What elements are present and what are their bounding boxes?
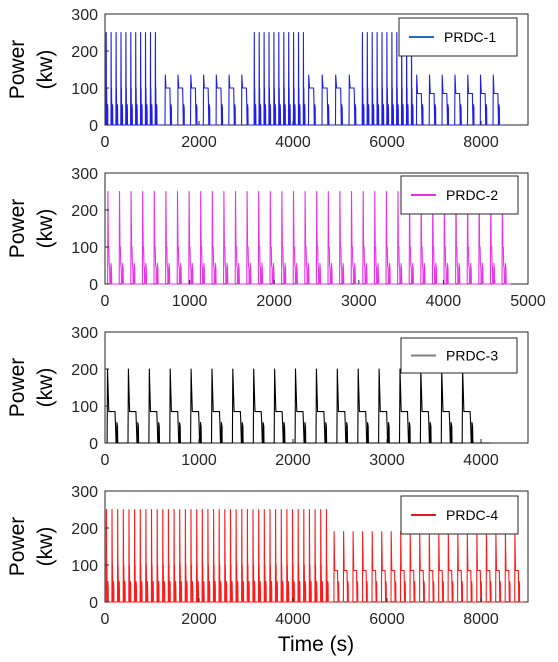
x-tick-label: 2000 (275, 452, 311, 469)
x-tick-label: 2000 (181, 134, 217, 151)
subplot-4: 0 100 200 300 0 2000 4000 6000 8000 Power (kw) PRDC… (6, 484, 529, 628)
y-tick-label: 200 (71, 521, 98, 538)
x-tick-label: 4000 (275, 134, 311, 151)
y-tick-label: 200 (71, 44, 98, 61)
y-axis-label-top: Power (6, 40, 29, 100)
y-tick-label: 300 (71, 7, 98, 24)
x-tick-label: 5000 (510, 293, 546, 310)
x-tick-label: 6000 (369, 134, 405, 151)
y-tick-label: 100 (71, 81, 98, 98)
y-tick-label: 100 (71, 240, 98, 257)
y-tick-label: 200 (71, 203, 98, 220)
y-tick-label: 0 (89, 118, 98, 135)
x-tick-label: 3000 (341, 293, 377, 310)
y-axis-label-top: Power (6, 517, 29, 577)
x-tick-label: 4000 (463, 452, 499, 469)
series-line (105, 508, 524, 603)
legend-label: PRDC-2 (446, 187, 498, 203)
y-axis-label-bottom: (kw) (34, 209, 57, 249)
x-tick-label: 4000 (275, 611, 311, 628)
x-tick-label: 0 (101, 293, 110, 310)
x-tick-label: 8000 (463, 134, 499, 151)
y-axis-label-bottom: (kw) (34, 50, 57, 90)
series-line (105, 368, 491, 444)
legend-label: PRDC-1 (444, 29, 496, 45)
y-tick-label: 300 (71, 484, 98, 501)
x-tick-label: 0 (101, 134, 110, 151)
y-tick-label: 100 (71, 399, 98, 416)
legend: PRDC-1 (398, 17, 518, 57)
y-axis-label-top: Power (6, 199, 29, 259)
x-tick-label: 8000 (463, 611, 499, 628)
y-tick-label: 0 (89, 436, 98, 453)
x-tick-label: 3000 (369, 452, 405, 469)
legend: PRDC-4 (400, 495, 519, 535)
x-tick-label: 6000 (369, 611, 405, 628)
x-tick-label: 1000 (172, 293, 208, 310)
x-tick-label: 0 (101, 611, 110, 628)
legend: PRDC-3 (400, 337, 518, 374)
legend-label: PRDC-3 (446, 348, 498, 364)
y-tick-label: 0 (89, 595, 98, 612)
legend-label: PRDC-4 (446, 507, 498, 523)
x-tick-label: 1000 (181, 452, 217, 469)
x-tick-label: 0 (101, 452, 110, 469)
y-axis-label-bottom: (kw) (34, 527, 57, 567)
legend: PRDC-2 (400, 175, 519, 215)
x-axis-label: Time (s) (278, 633, 354, 656)
y-tick-label: 100 (71, 558, 98, 575)
y-axis-label-top: Power (6, 358, 29, 418)
y-tick-label: 300 (71, 166, 98, 183)
subplot-1: 0 100 200 300 0 2000 4000 6000 8000 Power (kw) PRDC… (6, 7, 529, 151)
x-tick-label: 2000 (256, 293, 292, 310)
y-axis-label-bottom: (kw) (34, 368, 57, 408)
y-tick-label: 300 (71, 325, 98, 342)
series-line (105, 190, 512, 285)
x-tick-label: 2000 (181, 611, 217, 628)
y-tick-label: 0 (89, 277, 98, 294)
x-tick-label: 4000 (426, 293, 462, 310)
y-tick-label: 200 (71, 362, 98, 379)
